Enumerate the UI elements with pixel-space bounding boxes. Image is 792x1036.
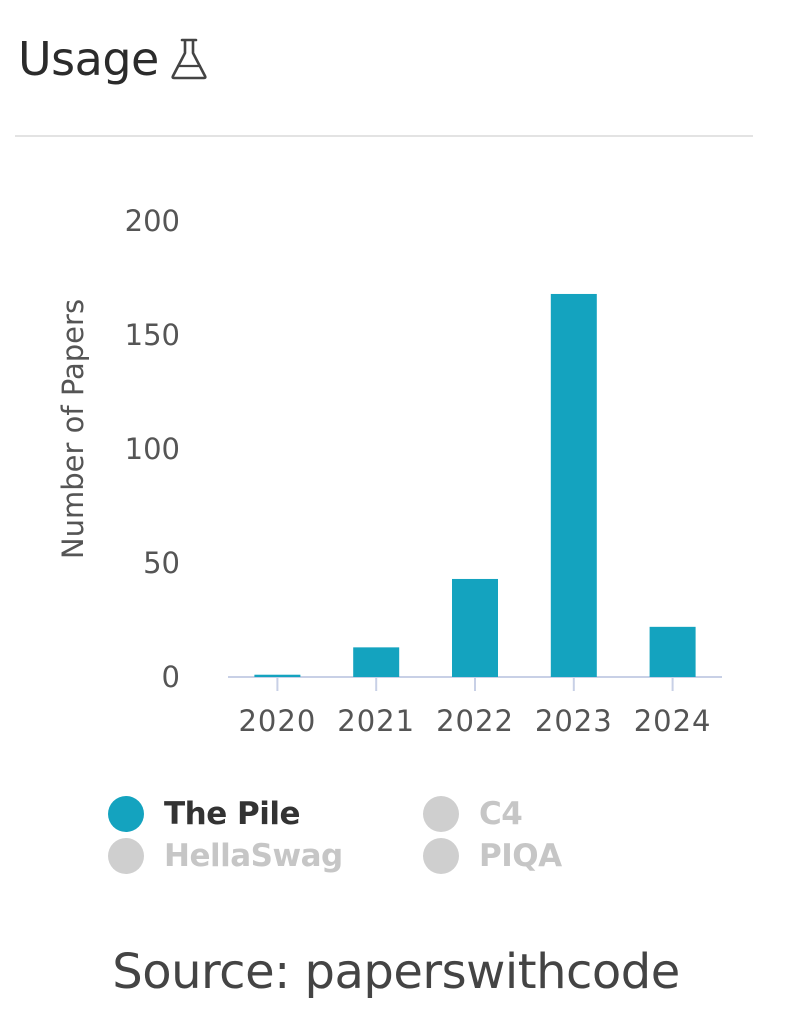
legend-marker-hellaswag	[108, 838, 144, 874]
y-tick-label: 100	[125, 432, 180, 466]
legend-item-hellaswag[interactable]: HellaSwag	[108, 836, 423, 876]
page-title: Usage	[18, 32, 159, 86]
x-tick-label: 2020	[238, 704, 316, 738]
x-tick-label: 2022	[436, 704, 514, 738]
legend-item-c4[interactable]: C4	[423, 794, 628, 834]
x-tick-label: 2024	[634, 704, 712, 738]
y-tick-label: 0	[162, 660, 180, 694]
x-tick-label: 2021	[337, 704, 415, 738]
bar-2022	[452, 578, 498, 677]
bar-2020	[254, 674, 301, 677]
x-tick-label: 2023	[535, 704, 613, 738]
source-caption: Source: paperswithcode	[112, 944, 680, 1000]
y-tick-label: 50	[143, 546, 180, 580]
legend-marker-c4	[423, 796, 459, 832]
bar-2024	[649, 626, 696, 677]
usage-header: Usage	[18, 24, 209, 94]
legend-label-piqa: PIQA	[479, 838, 562, 874]
bar-2023	[550, 293, 597, 677]
legend-label-the-pile: The Pile	[164, 796, 301, 832]
usage-bar-chart: 0 50 100 150 200 Number of Papers 2020 2021 2022…	[56, 204, 722, 738]
y-tick-label: 200	[125, 204, 180, 238]
bar-2021	[353, 647, 400, 677]
legend-marker-piqa	[423, 838, 459, 874]
legend-label-hellaswag: HellaSwag	[164, 838, 343, 874]
legend-label-c4: C4	[479, 796, 523, 832]
legend-item-the-pile[interactable]: The Pile	[108, 794, 423, 834]
legend-marker-the-pile	[108, 796, 144, 832]
chart-legend: The Pile C4 HellaSwag PIQA	[108, 794, 628, 876]
y-tick-label: 150	[125, 318, 180, 352]
flask-icon	[171, 38, 207, 80]
y-axis-title: Number of Papers	[56, 299, 90, 559]
legend-item-piqa[interactable]: PIQA	[423, 836, 628, 876]
header-divider	[15, 135, 753, 137]
